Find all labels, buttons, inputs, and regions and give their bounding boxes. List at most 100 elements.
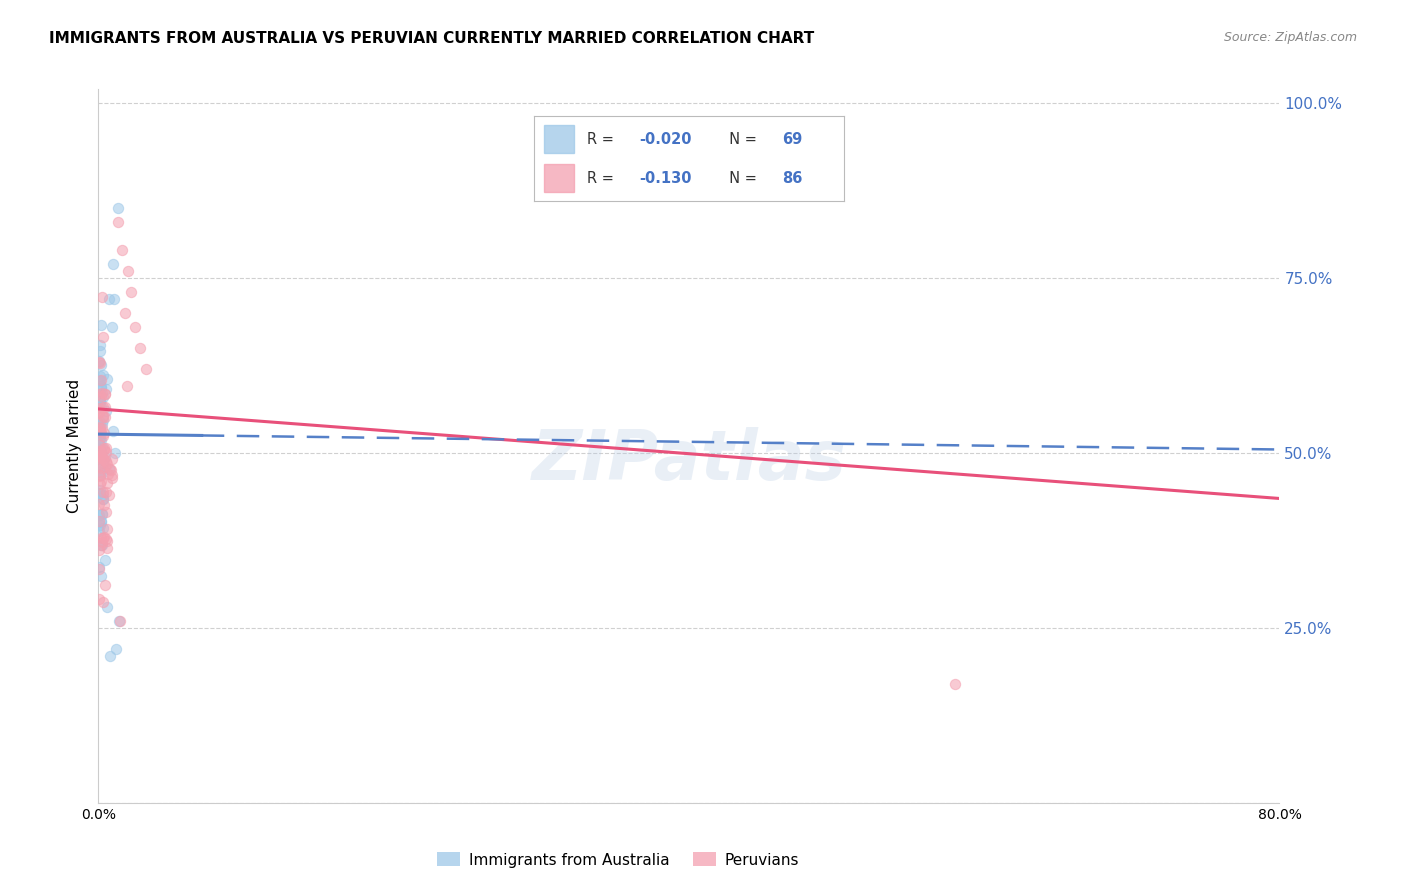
Point (91, 595, 114, 609)
Point (89, 562, 111, 576)
Point (89, 440, 111, 454)
Point (97, 488, 120, 502)
Point (91, 409, 114, 424)
Point (89, 542, 111, 557)
Point (91, 467, 114, 481)
Point (103, 292, 125, 306)
Point (89, 353, 111, 368)
Text: 69: 69 (782, 132, 801, 147)
Point (89, 368, 111, 383)
Point (91, 330, 114, 344)
Point (90, 372, 112, 386)
Point (89, 356, 111, 370)
Point (89, 387, 111, 401)
Point (89, 374, 111, 388)
Point (90, 417, 112, 432)
Point (96, 599, 118, 614)
Point (101, 470, 124, 484)
Point (93, 531, 115, 545)
Point (91, 429, 114, 443)
Point (91, 390, 114, 404)
Point (90, 381, 112, 395)
Point (98, 462, 121, 476)
Point (89, 476, 111, 491)
Point (90, 538, 112, 552)
Point (101, 424, 124, 438)
Point (94, 578, 117, 592)
Point (89, 468, 111, 483)
Point (101, 451, 124, 466)
Point (94, 484, 117, 499)
Point (90, 379, 112, 393)
Point (124, 320, 146, 334)
Point (104, 446, 127, 460)
Point (91, 521, 114, 535)
Point (89, 373, 111, 387)
Point (943, 677, 966, 691)
Point (90, 538, 112, 552)
Point (89, 420, 111, 434)
Point (108, 614, 131, 628)
Point (98, 462, 121, 476)
Point (94, 404, 117, 418)
Point (93, 442, 115, 457)
Point (90, 451, 112, 466)
Point (87, 431, 110, 445)
Point (89, 458, 111, 473)
Point (93, 499, 115, 513)
Point (91, 492, 114, 507)
Point (91, 420, 114, 434)
Point (91, 485, 114, 500)
Point (100, 463, 122, 477)
Point (89, 318, 111, 333)
Point (89, 338, 111, 352)
Point (89, 447, 111, 461)
Point (87, 432, 110, 446)
Point (91, 507, 114, 521)
Point (89, 415, 111, 429)
Text: 86: 86 (782, 170, 801, 186)
Point (90, 444, 112, 458)
Point (89, 424, 111, 438)
Point (89, 483, 111, 498)
Point (89, 508, 111, 522)
Text: ZIPatlas: ZIPatlas (531, 426, 846, 494)
Point (91, 451, 114, 466)
Point (94, 459, 117, 474)
Point (98, 648, 121, 663)
Point (89, 461, 111, 475)
Point (94, 445, 117, 459)
Point (90, 441, 112, 455)
Point (90, 400, 112, 414)
Point (96, 541, 118, 555)
Point (89, 432, 111, 446)
Point (93, 441, 115, 455)
Point (103, 257, 125, 271)
Point (93, 453, 115, 467)
Point (89, 406, 111, 420)
Point (94, 386, 117, 401)
Point (96, 457, 118, 471)
Y-axis label: Currently Married: Currently Married (66, 379, 82, 513)
Point (94, 532, 117, 546)
Point (91, 531, 114, 545)
Point (89, 465, 111, 479)
Point (96, 476, 118, 491)
Point (89, 514, 111, 528)
Point (91, 456, 114, 470)
Point (90, 535, 112, 549)
Point (89, 436, 111, 450)
Point (93, 491, 115, 506)
Point (89, 450, 111, 464)
Text: -0.020: -0.020 (640, 132, 692, 147)
Point (89, 404, 111, 418)
Point (107, 215, 129, 229)
Text: -0.130: -0.130 (640, 170, 692, 186)
Point (91, 488, 114, 502)
Text: R =: R = (586, 132, 619, 147)
Point (94, 387, 117, 401)
Point (89, 592, 111, 607)
Text: Source: ZipAtlas.com: Source: ZipAtlas.com (1223, 31, 1357, 45)
Point (108, 614, 131, 628)
Point (94, 382, 117, 396)
